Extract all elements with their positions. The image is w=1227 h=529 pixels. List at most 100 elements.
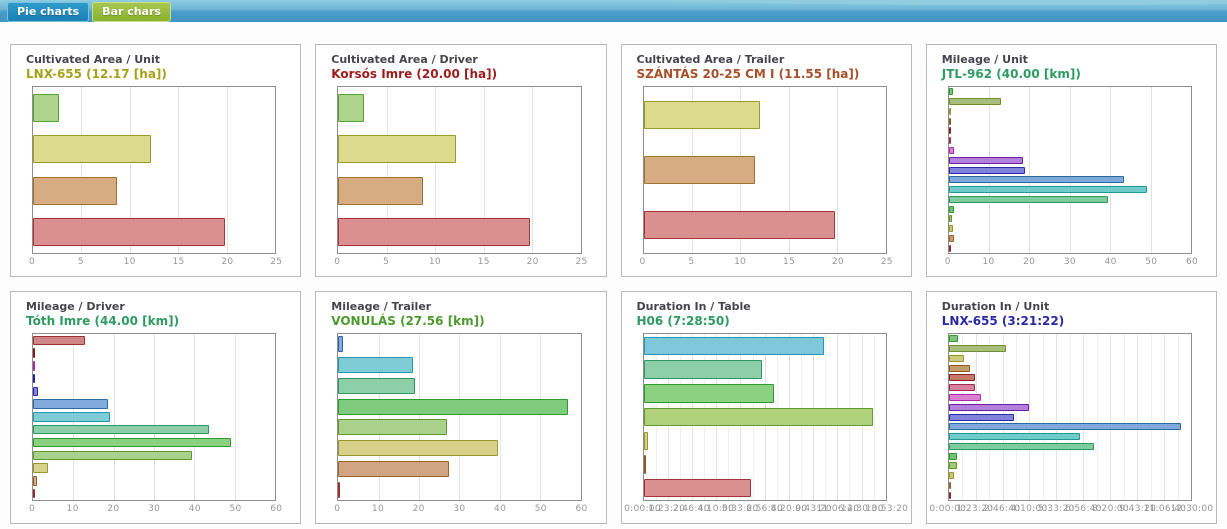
bar[interactable]: [948, 166, 1026, 174]
bar[interactable]: [33, 425, 209, 435]
bar[interactable]: [948, 393, 981, 401]
axis-tick-label: 2:46:40: [672, 504, 710, 514]
gridline: [1069, 87, 1071, 253]
gridline: [483, 87, 485, 253]
bar[interactable]: [948, 98, 1002, 106]
bar[interactable]: [33, 135, 151, 164]
bars-container: [948, 334, 1191, 500]
bar[interactable]: [33, 386, 38, 397]
gridline: [788, 87, 790, 253]
bar[interactable]: [948, 107, 951, 115]
bar[interactable]: [948, 345, 1007, 353]
axis-tick-label: 6:56:40: [1065, 504, 1102, 514]
bar[interactable]: [948, 433, 1081, 441]
gridline: [1177, 334, 1179, 500]
bar[interactable]: [338, 176, 423, 205]
bar[interactable]: [948, 176, 1125, 184]
bar[interactable]: [948, 234, 954, 242]
axis-tick-label: 0:00:00: [929, 504, 967, 514]
bar[interactable]: [338, 419, 448, 436]
bar[interactable]: [643, 155, 756, 184]
bar[interactable]: [948, 137, 951, 145]
bar-row: [33, 385, 275, 398]
bar[interactable]: [643, 211, 836, 240]
bar[interactable]: [338, 398, 569, 415]
bar[interactable]: [643, 407, 874, 427]
bar[interactable]: [33, 176, 118, 205]
axis-tick-label: 12:30:00: [840, 504, 884, 514]
axis-ticks: 0 10 20 30 40 50 60: [334, 504, 587, 516]
bar[interactable]: [643, 336, 824, 356]
bar[interactable]: [948, 384, 975, 392]
bar[interactable]: [948, 472, 954, 480]
bar[interactable]: [948, 442, 1095, 450]
gridline: [1110, 87, 1112, 253]
bar-row: [948, 432, 1191, 442]
bar-row: [338, 438, 580, 459]
bar[interactable]: [643, 384, 774, 403]
bar[interactable]: [338, 218, 531, 247]
bar[interactable]: [948, 127, 951, 135]
bar[interactable]: [948, 244, 952, 252]
bar[interactable]: [33, 437, 231, 448]
bar-row: [643, 198, 886, 253]
bar[interactable]: [948, 374, 975, 382]
bar[interactable]: [643, 455, 646, 474]
bar[interactable]: [948, 335, 958, 343]
bar[interactable]: [338, 336, 344, 353]
bar[interactable]: [33, 476, 38, 486]
tab-pie-charts[interactable]: Pie charts: [7, 2, 90, 22]
gridline: [540, 334, 542, 500]
bar[interactable]: [948, 225, 953, 233]
bar-row: [948, 116, 1191, 126]
bar[interactable]: [33, 488, 35, 499]
bar[interactable]: [948, 186, 1147, 194]
bar[interactable]: [948, 403, 1029, 411]
bar[interactable]: [338, 135, 457, 164]
chart-subtitle: LNX-655 (3:21:22): [941, 314, 1065, 328]
bar[interactable]: [948, 462, 957, 470]
bar[interactable]: [33, 412, 110, 422]
bar[interactable]: [643, 431, 649, 450]
bar[interactable]: [33, 463, 48, 473]
gridline: [154, 334, 156, 500]
bar[interactable]: [643, 100, 760, 129]
bar[interactable]: [948, 156, 1024, 164]
axis-ticks: 0:00:00 1:23:20 2:46:40 4:10:00 5:33:20 6:56:…: [624, 504, 908, 516]
bar[interactable]: [948, 481, 952, 489]
bar[interactable]: [948, 413, 1014, 421]
bar[interactable]: [33, 218, 225, 247]
axis-tick-label: 0:00:00: [624, 504, 661, 514]
bar[interactable]: [338, 377, 415, 394]
bar[interactable]: [948, 205, 954, 213]
bar[interactable]: [948, 491, 951, 499]
bar[interactable]: [948, 364, 971, 372]
bar[interactable]: [948, 423, 1181, 431]
bar[interactable]: [33, 93, 59, 122]
axis-ticks: 0 5 10 15 20 25: [639, 257, 892, 269]
bar[interactable]: [948, 195, 1109, 203]
bar[interactable]: [33, 373, 35, 384]
bar[interactable]: [33, 348, 35, 358]
bar[interactable]: [338, 481, 341, 498]
bar[interactable]: [948, 88, 953, 96]
bar[interactable]: [948, 354, 964, 362]
bar[interactable]: [338, 460, 450, 477]
bar[interactable]: [33, 361, 35, 371]
bar[interactable]: [643, 360, 762, 379]
bar[interactable]: [338, 440, 498, 457]
bar[interactable]: [948, 117, 951, 125]
bar[interactable]: [948, 215, 952, 223]
bar[interactable]: [33, 450, 193, 460]
bar[interactable]: [948, 452, 957, 460]
axis-tick-label: 60: [270, 504, 283, 514]
bar[interactable]: [338, 357, 413, 374]
bar[interactable]: [643, 478, 751, 498]
tab-bar-charts[interactable]: Bar chars: [92, 2, 171, 22]
bar[interactable]: [948, 146, 954, 154]
bar[interactable]: [33, 399, 108, 409]
bars-container: [33, 334, 275, 500]
bar[interactable]: [33, 335, 86, 346]
chart-title: Duration In / Unit: [941, 300, 1050, 313]
bar[interactable]: [338, 93, 364, 122]
